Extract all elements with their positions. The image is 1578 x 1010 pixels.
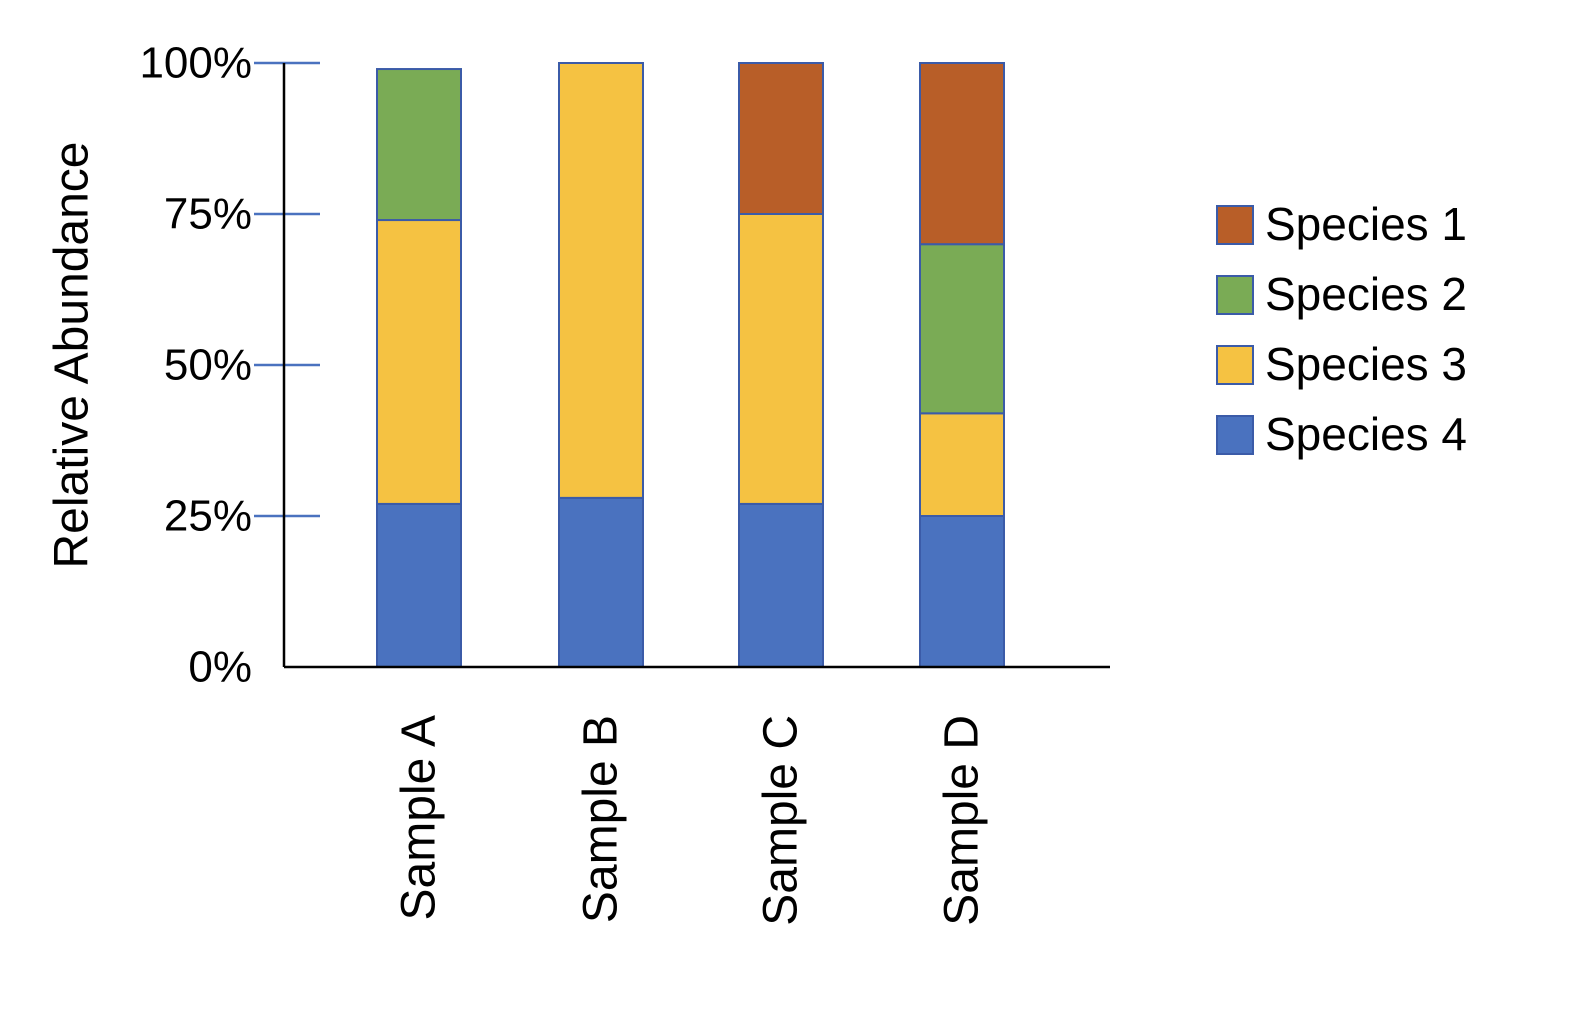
bar-segment (919, 62, 1005, 246)
legend-swatch (1216, 205, 1254, 245)
bar-segment (919, 412, 1005, 518)
y-tick-label: 75% (164, 190, 252, 239)
legend: Species 1 Species 2 Species 3 Species 4 (1216, 198, 1467, 460)
bar-segment (919, 515, 1005, 668)
legend-label: Species 4 (1265, 408, 1467, 460)
bar-segment (558, 62, 644, 499)
y-axis-title-group: Relative Abundance (46, 142, 99, 569)
axes (282, 63, 1110, 669)
legend-label: Species 3 (1265, 338, 1467, 390)
x-tick-label: Sample A (393, 715, 446, 920)
bars (376, 62, 1005, 669)
legend-label: Species 1 (1265, 198, 1467, 250)
bar-segment (738, 62, 824, 215)
y-tick-label: 25% (164, 492, 252, 541)
x-tick-label: Sample D (936, 715, 989, 926)
bar-segment (376, 68, 462, 222)
bar-segment (738, 502, 824, 669)
legend-swatch (1216, 345, 1254, 385)
bar-segment (919, 243, 1005, 415)
y-tick-label: 100% (139, 39, 252, 88)
bar-segment (738, 213, 824, 505)
bar-segment (558, 496, 644, 668)
x-tick-label: Sample C (755, 715, 808, 926)
bar-segment (376, 502, 462, 669)
y-axis-title: Relative Abundance (46, 142, 99, 569)
x-tick-label: Sample B (575, 715, 628, 923)
bar-segment (376, 219, 462, 505)
legend-label: Species 2 (1265, 268, 1467, 320)
y-tick-label: 0% (188, 643, 252, 692)
category-labels: Sample A Sample B Sample C Sample D (393, 715, 989, 926)
legend-swatch (1216, 275, 1254, 315)
y-tick-label: 50% (164, 341, 252, 390)
y-axis-ticks: 0% 25% 50% 75% 100% (139, 39, 320, 692)
legend-swatch (1216, 415, 1254, 455)
